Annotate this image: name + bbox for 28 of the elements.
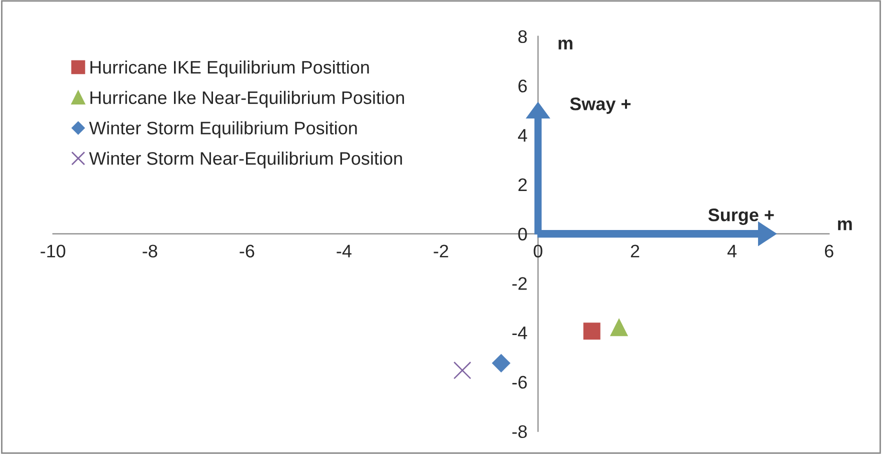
point [453, 361, 472, 380]
y-axis-title: m [558, 40, 572, 50]
y-tick-label: -6 [512, 376, 527, 389]
x-tick-label: -6 [240, 244, 254, 258]
x-axis-title: m [838, 220, 852, 230]
y-tick-label: 6 [518, 80, 527, 92]
y-tick-label: -8 [512, 425, 527, 438]
x-tick-label: -4 [336, 244, 352, 258]
x-tick-label: -8 [142, 244, 158, 258]
x-tick-label: -10 [40, 244, 66, 258]
x-tick-label: -2 [434, 244, 448, 258]
y-tick-label: 8 [518, 30, 527, 44]
y-tick-label: -2 [512, 277, 527, 290]
legend-label: Winter Storm Equilibrium Position [89, 121, 357, 138]
x-tick-label: 6 [824, 244, 834, 258]
point [492, 354, 510, 372]
legend-label: Hurricane Ike Near-Equilibrium Position [90, 90, 404, 108]
annotation: Surge + [708, 208, 774, 225]
x-tick-label: 2 [630, 244, 640, 258]
y-tick-label: 2 [518, 178, 527, 191]
point [610, 318, 628, 336]
point [583, 322, 600, 340]
y-tick-label: -4 [512, 326, 528, 340]
annotation: Sway + [570, 98, 631, 114]
y-tick-label: 4 [518, 129, 528, 142]
x-tick-label: 4 [727, 244, 737, 258]
legend-label: Winter Storm Near-Equilibrium Position [89, 152, 402, 168]
legend-label: Hurricane IKE Equilibrium Posittion [90, 60, 369, 78]
